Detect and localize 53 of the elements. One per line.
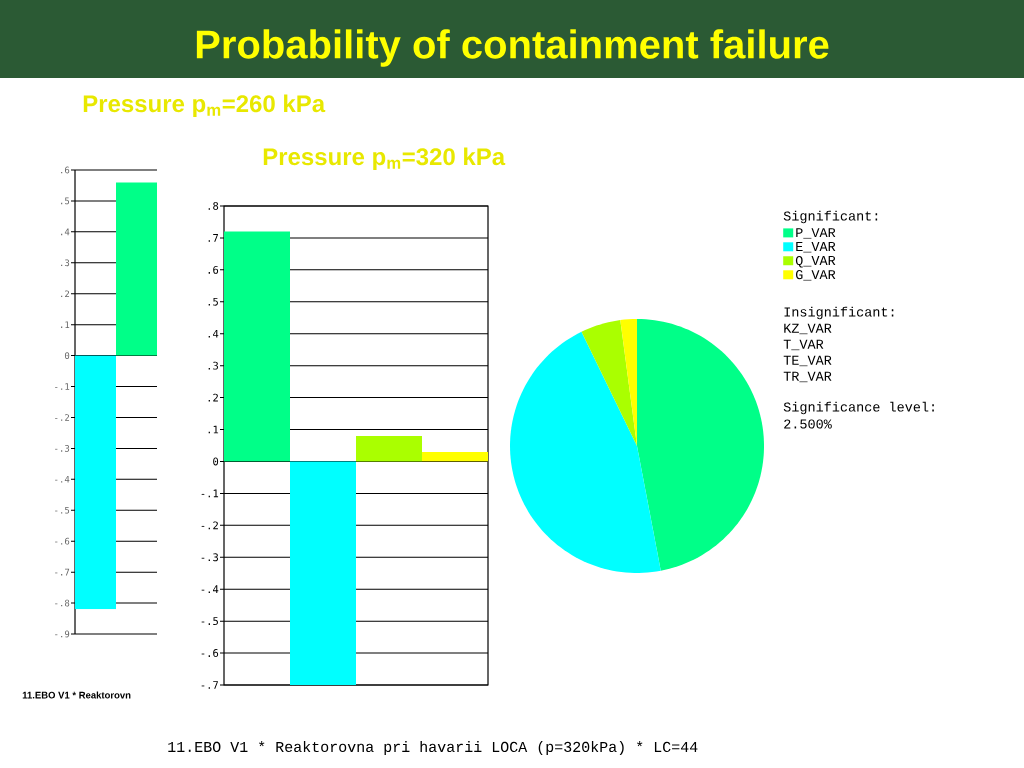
y-tick-label: .1 [61,321,70,328]
chart-title: Probability of containment failure [196,29,829,67]
text: 11.EBO V1 * Reaktorovn [22,691,131,699]
y-tick-label: -.6 [201,649,219,658]
text: TR_VAR [783,371,832,383]
y-tick-label: .2 [208,393,218,402]
text: 11.EBO V1 * Reaktorovna pri havarii LOCA (p=320kPa) * LC=44 [168,741,698,755]
bar [224,231,290,462]
chart-title: Pressure p$_{m}$=260 kPa [83,94,326,117]
text: Significance level: [783,401,934,415]
y-tick-label: -.5 [55,506,70,514]
y-tick-label: 0 [64,352,70,359]
bar [422,451,489,462]
y-tick-label: .3 [61,259,70,267]
y-tick-label: -.2 [201,521,218,530]
legend-label: E_VAR [796,242,836,253]
chart-subtitle: Pressure p$_{m}$=320 kPa [263,147,506,170]
y-tick-label: .6 [61,166,70,174]
legend-title: Significant: [783,210,878,224]
y-tick-label: -.7 [201,681,218,689]
y-tick-label: .5 [208,297,218,306]
y-tick-label: -.9 [55,630,70,638]
y-tick-label: 0 [213,457,219,466]
y-tick-label: .3 [208,361,218,370]
bar [356,435,422,462]
y-tick-label: -.3 [201,553,218,562]
y-tick-label: -.4 [201,585,219,594]
y-tick-label: .7 [208,234,218,242]
y-tick-label: .8 [208,202,219,210]
y-tick-label: -.2 [55,414,70,421]
legend-label: P_VAR [796,228,836,239]
y-tick-label: -.8 [55,599,70,607]
y-tick-label: .4 [208,329,219,338]
y-tick-label: -.6 [55,537,70,545]
text: KZ_VAR [784,323,832,335]
y-tick-label: -.5 [201,617,218,626]
y-tick-label: -.1 [201,489,219,498]
y-tick-label: -.7 [55,568,70,576]
y-tick-label: -.3 [55,444,70,452]
text: 2.500% [784,419,832,429]
y-tick-label: .6 [208,265,219,274]
bar [290,461,356,685]
text: T_VAR [783,339,824,351]
y-tick-label: .4 [61,228,70,236]
legend-label: G_VAR [795,270,836,281]
y-tick-label: .1 [208,425,219,434]
y-tick-label: .2 [61,290,70,298]
text: Insignificant: [784,306,894,320]
y-tick-label: .5 [61,197,70,205]
text: TE_VAR [783,355,832,367]
legend-label: Q_VAR [795,255,836,268]
y-tick-label: -.1 [55,383,70,390]
y-tick-label: -.4 [55,476,70,483]
